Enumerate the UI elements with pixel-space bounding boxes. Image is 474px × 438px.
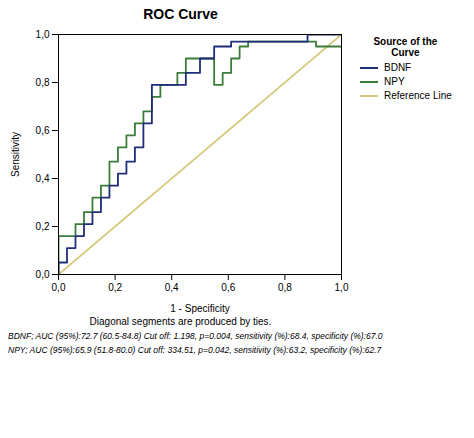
svg-text:0,0: 0,0 [52, 282, 66, 293]
html-text:BDNF: BDNF [384, 62, 412, 73]
html-text:NPY: NPY [384, 76, 405, 87]
svg-text:1 - Specificity: 1 - Specificity [170, 303, 229, 314]
html-text:Reference Line: Reference Line [384, 90, 452, 101]
svg-text:0,4: 0,4 [165, 282, 179, 293]
svg-text:0,2: 0,2 [108, 282, 122, 293]
svg-text:0,2: 0,2 [36, 221, 50, 232]
html-text:Diagonal segments are produced: Diagonal segments are produced by ties. [89, 316, 272, 327]
svg-text:0,8: 0,8 [278, 282, 292, 293]
svg-text:0,6: 0,6 [36, 125, 50, 136]
html-text:ROC Curve: ROC Curve [143, 6, 218, 22]
svg-text:0,6: 0,6 [221, 282, 235, 293]
svg-text:Sensitivity: Sensitivity [10, 132, 21, 177]
svg-text:0,0: 0,0 [36, 269, 50, 280]
html-text:Source of the Curve: Source of the Curve [373, 36, 438, 58]
svg-text:0,4: 0,4 [36, 173, 50, 184]
html-text:NPY; AUC (95%):65.9 (51.8-80.0: NPY; AUC (95%):65.9 (51.8-80.0) Cut off:… [8, 345, 382, 356]
svg-text:1,0: 1,0 [335, 282, 349, 293]
svg-text:1,0: 1,0 [36, 29, 50, 40]
html-text:BDNF; AUC (95%):72.7 (60.5-84.: BDNF; AUC (95%):72.7 (60.5-84.8) Cut off… [8, 331, 383, 341]
svg-text:0,8: 0,8 [36, 77, 50, 88]
